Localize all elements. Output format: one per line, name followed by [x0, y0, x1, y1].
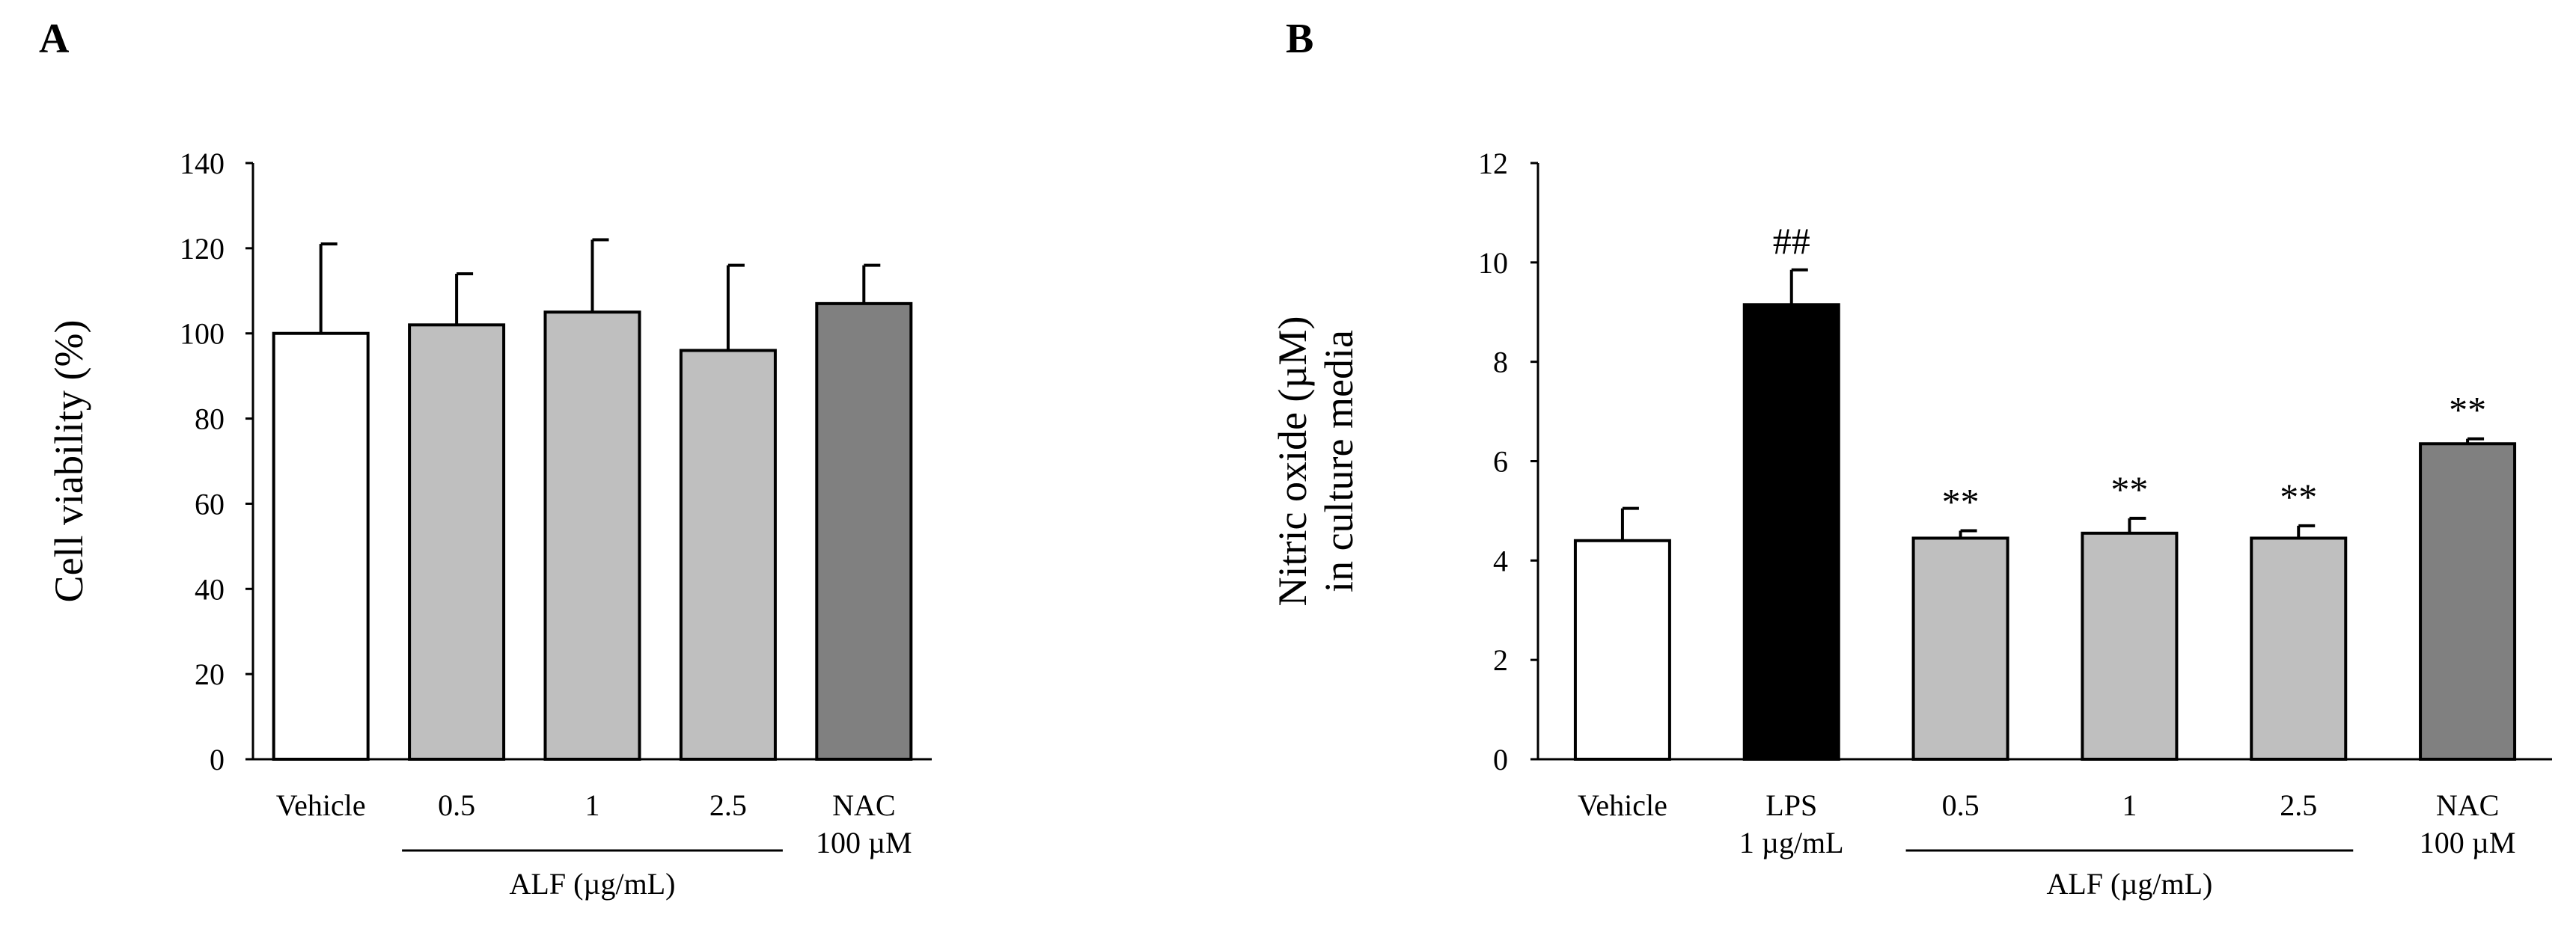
chart-a: 0 20 40 60 80 100 120 140 Cell viability (%) Vehi… [46, 147, 932, 901]
x-category-label: NAC [832, 788, 895, 822]
group-label: ALF (µg/mL) [510, 867, 676, 901]
panel-letter-a: A [39, 16, 70, 62]
bar [543, 310, 641, 761]
y-tick-label: 60 [195, 487, 225, 521]
y-tick-label: 0 [210, 743, 225, 776]
x-category-label: NAC [2436, 788, 2499, 822]
y-tick-label: 4 [1493, 544, 1508, 577]
y-tick-label: 120 [180, 232, 225, 266]
x-category-label: 100 µM [2420, 826, 2516, 859]
y-tick-label: 80 [195, 402, 225, 436]
bar [1911, 536, 2009, 761]
panel-letter-b: B [1286, 16, 1313, 62]
x-category-label: 1 µg/mL [1739, 826, 1844, 859]
y-axis-label: in culture media [1316, 330, 1361, 592]
x-category-label: 1 [2122, 788, 2137, 822]
significance-marker: ** [2449, 389, 2486, 431]
y-axis-label: Nitric oxide (µM) [1270, 316, 1315, 606]
y-tick-label: 20 [195, 658, 225, 691]
x-category-label: LPS [1765, 788, 1817, 822]
significance-marker: ## [1773, 220, 1810, 262]
y-tick-label: 6 [1493, 445, 1508, 479]
x-category-label: 100 µM [816, 826, 912, 859]
bar [1742, 303, 1840, 761]
y-tick-label: 12 [1478, 147, 1508, 180]
x-category-label: 1 [585, 788, 600, 822]
bar [2250, 536, 2348, 761]
significance-marker: ** [2110, 468, 2148, 510]
y-tick-label: 2 [1493, 643, 1508, 677]
bar [2419, 442, 2517, 761]
x-category-label: Vehicle [276, 788, 366, 822]
y-tick-label: 40 [195, 572, 225, 606]
y-axis-label: Cell viability (%) [46, 320, 91, 603]
y-tick-label: 10 [1478, 246, 1508, 280]
y-tick-label: 100 [180, 317, 225, 351]
group-label: ALF (µg/mL) [2046, 867, 2212, 901]
y-tick-label: 8 [1493, 346, 1508, 379]
y-tick-label: 0 [1493, 743, 1508, 776]
bar [815, 301, 913, 761]
bar [408, 323, 506, 761]
bar [1573, 539, 1671, 761]
significance-marker: ** [2280, 476, 2317, 518]
x-category-label: 2.5 [709, 788, 747, 822]
x-category-label: 0.5 [438, 788, 475, 822]
significance-marker: ** [1942, 480, 1980, 522]
bar [679, 349, 777, 761]
x-category-label: 0.5 [1942, 788, 1980, 822]
y-tick-label: 140 [180, 147, 225, 180]
x-category-label: 2.5 [2280, 788, 2317, 822]
x-category-label: Vehicle [1578, 788, 1667, 822]
bar [272, 331, 370, 761]
bar [2081, 531, 2179, 761]
chart-b: 0 2 4 6 8 10 12 Nitric oxide (µM) in culture med… [1270, 147, 2552, 901]
